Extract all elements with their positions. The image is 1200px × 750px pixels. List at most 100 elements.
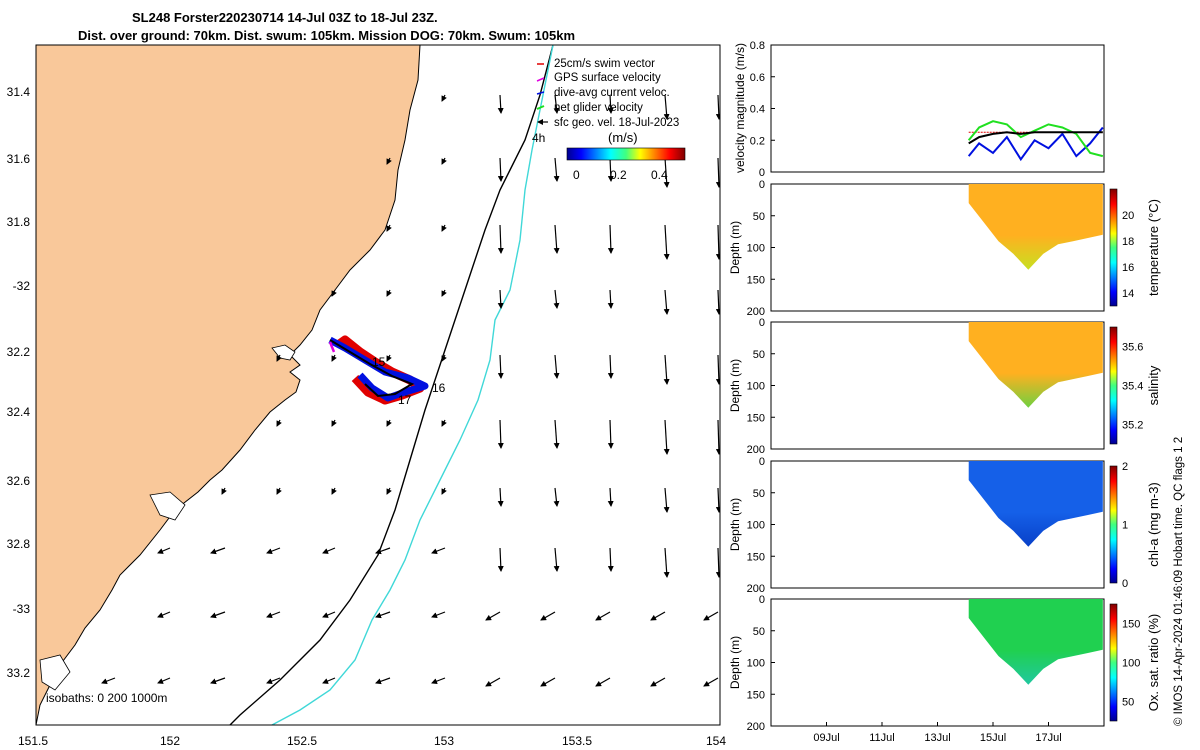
y-tick-33-2: 33.2 — [7, 666, 31, 680]
velocity-vector — [497, 547, 504, 572]
depth-ylabel: Depth (m) — [728, 498, 742, 551]
section-colorbar — [1109, 465, 1118, 584]
depth-tick-label: 50 — [753, 211, 765, 223]
colorbar-tick-label: 35.2 — [1122, 420, 1143, 432]
velocity-tick-label: 0.2 — [750, 135, 765, 147]
velocity-vector — [715, 547, 720, 578]
glider-path-line — [329, 339, 415, 398]
legend-entry-dive-avg: dive-avg current veloc. — [536, 87, 670, 99]
map-y-axis: 31.4 31.6 31.8 -32 32.2 32.4 32.6 32.8 -… — [7, 85, 31, 680]
colorbar-tick-label: 50 — [1122, 697, 1134, 709]
track-label-16: 16 — [432, 381, 446, 395]
colorbar-tick-label: 0 — [1122, 578, 1128, 590]
depth-tick-label: 0 — [759, 456, 765, 468]
svg-text:dive-avg current veloc.: dive-avg current veloc. — [554, 87, 670, 99]
svg-text:net glider velocity: net glider velocity — [554, 102, 643, 114]
colorbar-tick-label: 2 — [1122, 461, 1128, 473]
velocity-vector — [553, 289, 560, 309]
velocity-axes-frame — [770, 44, 1105, 173]
y-tick-32-6: 32.6 — [7, 474, 31, 488]
velocity-vector — [607, 94, 614, 114]
velocity-vector — [595, 677, 611, 687]
velocity-vector — [331, 289, 337, 297]
velocity-vector — [210, 547, 226, 555]
depth-tick-label: 200 — [747, 444, 765, 456]
colorbar-tick-label: 16 — [1122, 262, 1134, 274]
colorbar-tick-02: 0.2 — [610, 168, 627, 182]
x-tick-152: 152 — [160, 734, 180, 748]
velocity-vector — [221, 487, 227, 495]
depth-tick-label: 0 — [759, 179, 765, 191]
y-tick-33: -33 — [13, 602, 31, 616]
velocity-vector — [157, 677, 171, 684]
isobath-1000m — [271, 45, 554, 725]
legend-entry-gps: GPS surface velocity — [536, 72, 661, 84]
depth-tick-label: 0 — [759, 317, 765, 329]
legend-entry-net-glider: net glider velocity — [536, 102, 643, 114]
colorbar-label: chl-a (mg m-3) — [1146, 482, 1161, 567]
velocity-vector — [276, 487, 282, 495]
depth-ylabel: Depth (m) — [728, 636, 742, 689]
velocity-vector — [441, 487, 447, 495]
colorbar-tick-label: 1 — [1122, 520, 1128, 532]
velocity-vector — [540, 611, 556, 621]
velocity-vector — [386, 354, 392, 362]
svg-text:25cm/s swim vector: 25cm/s swim vector — [554, 58, 655, 70]
section-data-fill — [968, 322, 1103, 408]
velocity-vector — [553, 419, 560, 449]
velocity-vector — [607, 419, 614, 449]
time-axis: 09Jul 11Jul 13Jul 15Jul 17Jul — [813, 722, 1062, 744]
velocity-vector — [266, 547, 281, 555]
x-tick-153-5: 153.5 — [562, 734, 592, 748]
velocity-vector — [607, 487, 614, 507]
velocity-vector — [715, 157, 720, 188]
chart-title-line2: Dist. over ground: 70km. Dist. swum: 105… — [78, 28, 576, 43]
velocity-vector — [497, 289, 504, 309]
y-tick-32-4: 32.4 — [7, 405, 31, 419]
depth-ylabel: Depth (m) — [728, 221, 742, 274]
depth-tick-label: 200 — [747, 306, 765, 318]
velocity-series-net-glider — [967, 120, 1104, 158]
velocity-tick-label: 0.4 — [750, 104, 765, 116]
velocity-vector — [497, 224, 504, 254]
colorbar-tick-label: 14 — [1122, 288, 1134, 300]
velocity-vector — [607, 547, 614, 572]
depth-tick-label: 100 — [747, 520, 765, 532]
velocity-vector — [322, 547, 336, 554]
velocity-vector — [497, 487, 504, 507]
colorbar-tick-label: 35.6 — [1122, 342, 1143, 354]
time-tick-label: 15Jul — [980, 732, 1006, 744]
depth-tick-label: 150 — [747, 689, 765, 701]
y-tick-32-2: 32.2 — [7, 345, 31, 359]
velocity-vector — [553, 354, 560, 379]
velocity-vector — [431, 547, 446, 555]
velocity-vector — [715, 94, 720, 120]
depth-tick-label: 50 — [753, 488, 765, 500]
depth-tick-label: 100 — [747, 658, 765, 670]
depth-tick-label: 50 — [753, 626, 765, 638]
y-tick-31-4: 31.4 — [7, 85, 31, 99]
velocity-vector — [553, 547, 560, 572]
section-panel-1: 0 50 100 150 200 Depth (m) 14 16 18 20 temperature… — [728, 179, 1161, 318]
velocity-vector — [375, 611, 391, 619]
velocity-vector — [485, 611, 501, 621]
velocity-vector — [663, 419, 670, 455]
velocity-vector — [386, 289, 392, 297]
section-colorbar — [1109, 188, 1118, 307]
depth-tick-label: 100 — [747, 381, 765, 393]
velocity-tick-label: 0 — [759, 167, 765, 179]
velocity-vector — [663, 547, 670, 578]
section-data-fill — [968, 599, 1103, 685]
time-tick-label: 17Jul — [1035, 732, 1061, 744]
time-tick-label: 11Jul — [869, 732, 894, 744]
velocity-vector — [663, 354, 670, 385]
velocity-vector — [431, 677, 446, 685]
map-panel: 15 16 17 25cm/s swim vector GPS surface … — [7, 44, 726, 748]
section-panel-3: 0 50 100 150 200 Depth (m) 0 1 2 chl-a (mg m-3) — [728, 456, 1161, 595]
velocity-vector-field — [101, 94, 720, 687]
velocity-vector — [276, 354, 282, 362]
depth-tick-label: 200 — [747, 583, 765, 595]
velocity-vector — [607, 354, 614, 379]
